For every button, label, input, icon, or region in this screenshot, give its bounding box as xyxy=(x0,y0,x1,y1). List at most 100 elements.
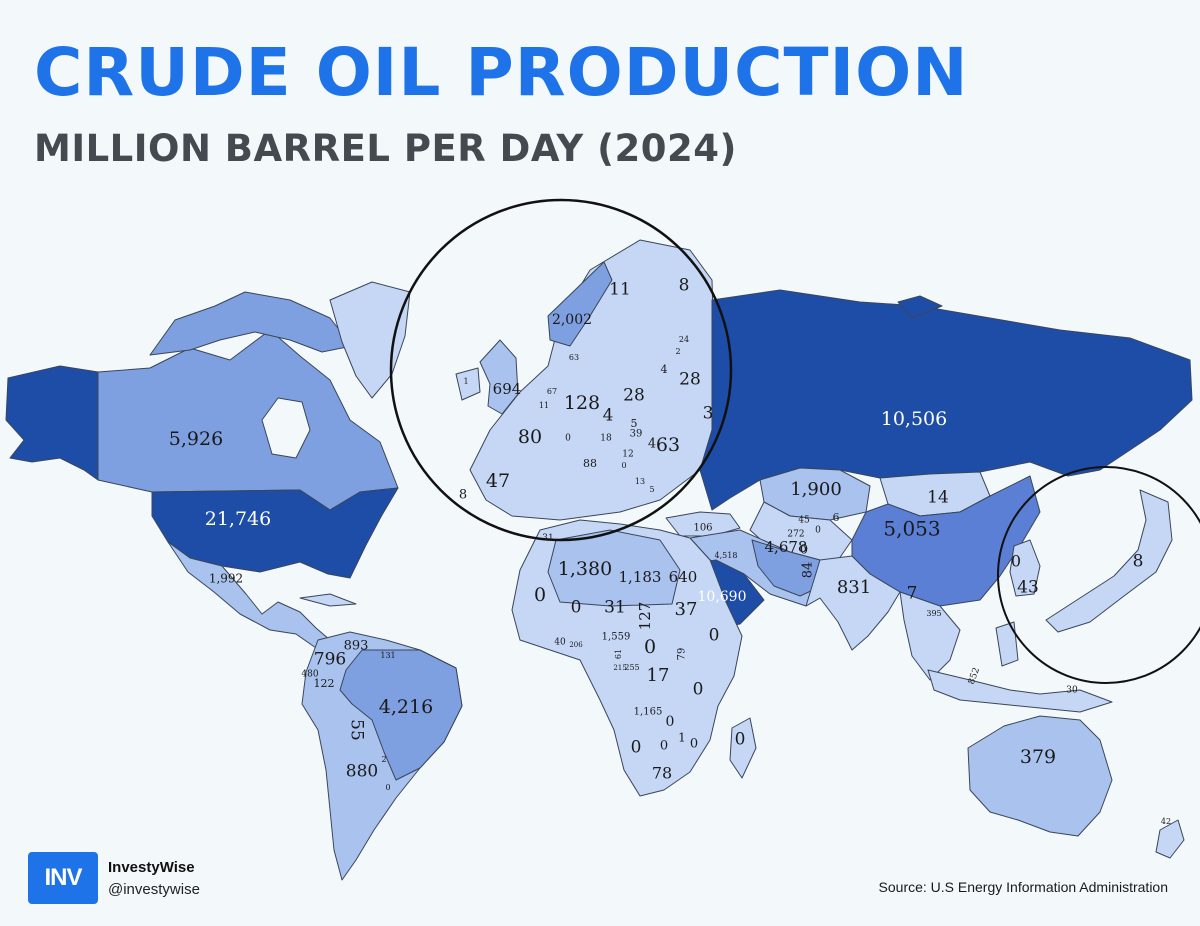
label-germany: 128 xyxy=(564,392,600,414)
label-austria: 18 xyxy=(600,434,612,444)
label-zimbabwe: 0 xyxy=(690,737,698,752)
label-zambia: 0 xyxy=(666,714,675,730)
label-belarus: 28 xyxy=(679,370,701,390)
label-italy: 88 xyxy=(583,457,597,470)
label-slovakia: 5 xyxy=(631,417,638,430)
label-moldova: 4 xyxy=(648,437,656,452)
label-libya: 1,183 xyxy=(619,568,662,586)
label-uruguay: 0 xyxy=(385,783,390,792)
japan-shape xyxy=(1045,489,1173,633)
land-shapes xyxy=(5,239,1193,881)
label-united-states: 21,746 xyxy=(205,508,271,530)
map-title: CRUDE OIL PRODUCTION xyxy=(34,34,969,111)
label-mexico: 1,992 xyxy=(209,572,243,586)
label-ireland: 1 xyxy=(463,377,468,386)
label-bulgaria: 5 xyxy=(649,485,654,494)
label-tunisia: 31 xyxy=(542,534,553,544)
country-value-labels: 5,926 21,746 1,992 796 893 480 122 131 4… xyxy=(169,276,1171,827)
greenland-shape xyxy=(329,281,411,399)
ireland-shape xyxy=(455,367,481,401)
label-serbia: 12 xyxy=(622,450,633,460)
label-colombia: 796 xyxy=(314,650,346,670)
label-afghanistan: 0 xyxy=(800,543,808,558)
southeast-asia-shape xyxy=(899,591,961,681)
label-belgium: 11 xyxy=(539,401,549,410)
alaska-shape xyxy=(5,365,99,481)
philippines-shape xyxy=(995,621,1019,667)
label-japan: 8 xyxy=(1133,552,1144,572)
label-sudan: 37 xyxy=(675,599,698,620)
label-ecuador: 480 xyxy=(301,670,318,680)
india-shape xyxy=(805,555,901,651)
label-spain: 47 xyxy=(486,470,510,492)
label-new-zealand: 42 xyxy=(1161,817,1171,826)
label-argentina: 880 xyxy=(346,762,378,782)
label-niger: 31 xyxy=(604,598,626,618)
cuba-shape xyxy=(299,593,357,607)
label-bolivia: 55 xyxy=(347,719,367,741)
label-switzerland: 0 xyxy=(565,434,571,444)
label-namibia: 0 xyxy=(631,738,642,758)
label-kyrgyzstan: 6 xyxy=(833,511,840,524)
label-brazil: 4,216 xyxy=(379,696,433,718)
label-uzbekistan: 45 xyxy=(798,516,810,526)
indonesia-shape xyxy=(927,669,1113,713)
brand-text: InvestyWise @investywise xyxy=(108,859,200,898)
label-venezuela: 893 xyxy=(344,639,369,654)
label-saudi-arabia: 10,690 xyxy=(698,589,747,605)
brand-name: InvestyWise xyxy=(108,858,195,876)
investywise-logo: INV xyxy=(28,852,98,904)
label-denmark: 63 xyxy=(569,353,579,362)
label-paraguay: 2 xyxy=(381,755,386,764)
label-united-kingdom: 694 xyxy=(493,380,522,398)
label-north-korea: 0 xyxy=(1011,552,1021,571)
label-iraq: 4,518 xyxy=(715,551,738,560)
label-western-sahara: 0 xyxy=(534,584,546,606)
label-angola: 1,165 xyxy=(634,707,663,718)
label-myanmar: 7 xyxy=(907,584,918,604)
label-iran: 4,678 xyxy=(765,538,808,556)
label-south-sudan: 0 xyxy=(644,636,656,658)
label-pakistan: 84 xyxy=(801,562,816,579)
label-thailand: 395 xyxy=(926,609,941,618)
label-tajikistan: 0 xyxy=(815,526,821,536)
label-madagascar: 0 xyxy=(735,730,746,750)
korea-shape xyxy=(1009,539,1041,597)
label-south-africa: 78 xyxy=(652,764,672,783)
label-latvia: 2 xyxy=(675,347,680,356)
norway-shape xyxy=(547,261,613,347)
label-mozambique: 1 xyxy=(678,731,686,745)
label-ghana: 206 xyxy=(569,641,583,649)
label-france: 80 xyxy=(518,426,542,448)
label-mali: 0 xyxy=(571,598,582,618)
label-uganda: 79 xyxy=(677,648,688,661)
hudson-bay-shape xyxy=(261,397,311,459)
label-kazakhstan: 1,900 xyxy=(790,479,842,500)
label-turkey: 106 xyxy=(693,523,712,534)
map-subtitle: MILLION BARREL PER DAY (2024) xyxy=(34,127,737,170)
source-note: Source: U.S Energy Information Administr… xyxy=(878,879,1168,895)
label-czechia: 4 xyxy=(603,406,614,426)
label-congo: 255 xyxy=(624,663,639,672)
label-romania: 63 xyxy=(656,434,680,456)
label-gabon: 215 xyxy=(613,664,626,672)
label-cameroon: 61 xyxy=(614,649,623,659)
label-estonia: 24 xyxy=(679,335,689,344)
label-india: 831 xyxy=(837,577,871,598)
label-canada: 5,926 xyxy=(169,428,223,450)
australia-shape xyxy=(967,715,1113,837)
label-botswana: 0 xyxy=(660,739,668,754)
label-china: 5,053 xyxy=(883,517,940,541)
east-asia-highlight-circle xyxy=(997,466,1200,684)
label-croatia: 0 xyxy=(621,461,626,470)
label-poland: 28 xyxy=(623,386,645,406)
brazil-shape xyxy=(339,649,463,781)
label-sweden: 11 xyxy=(609,280,631,300)
russia-shape xyxy=(699,289,1193,511)
label-netherlands: 67 xyxy=(547,387,557,396)
label-russia: 10,506 xyxy=(881,408,947,430)
label-algeria: 1,380 xyxy=(558,558,612,580)
label-norway: 2,002 xyxy=(552,312,592,328)
new-zealand-shape xyxy=(1155,819,1185,859)
